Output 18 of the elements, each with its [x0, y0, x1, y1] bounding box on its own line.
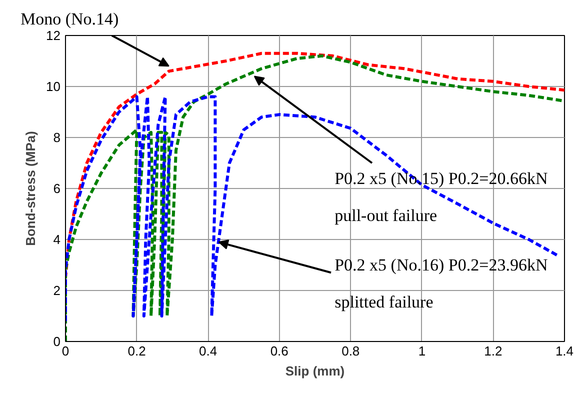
x-tick-label: 0.8	[342, 344, 360, 358]
y-axis-title: Bond-stress (MPa)	[23, 131, 38, 246]
x-tick-label: 0.6	[270, 344, 288, 358]
annotation: Mono (No.14)	[20, 10, 119, 28]
y-tick-label: 2	[53, 283, 61, 298]
y-tick-label: 12	[46, 28, 61, 43]
x-tick-label: 1.4	[555, 344, 574, 358]
annotation: P0.2 x5 (No.16) P0.2=23.96kN splitted failure	[334, 256, 548, 312]
x-tick-label: 1	[418, 344, 426, 358]
x-axis-title: Slip (mm)	[285, 364, 345, 378]
x-tick-label: 0.2	[128, 344, 146, 358]
y-tick-label: 0	[53, 334, 61, 349]
y-tick-label: 8	[53, 130, 61, 145]
y-tick-label: 4	[53, 232, 61, 247]
y-tick-label: 6	[53, 181, 61, 196]
x-tick-label: 0.4	[199, 344, 218, 358]
y-tick-label: 10	[46, 79, 61, 94]
x-tick-label: 1.2	[484, 344, 502, 358]
